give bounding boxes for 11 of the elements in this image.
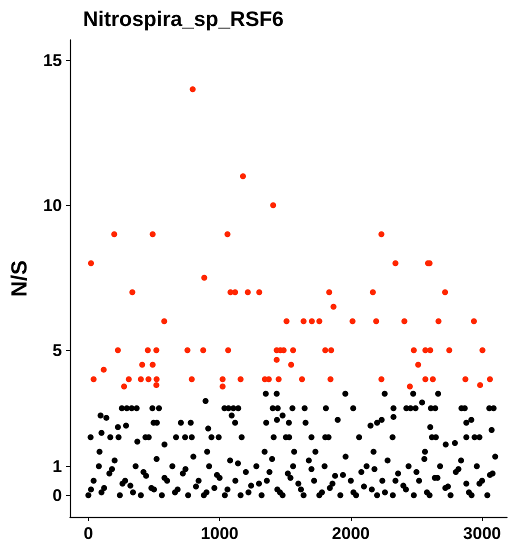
y-axis-title: N/S [6,260,32,297]
x-tick-label: 0 [84,524,94,543]
y-tick-label: 15 [43,50,62,70]
x-tick-label: 2000 [332,524,370,543]
y-tick-label: 5 [52,340,62,360]
chart-title: Nitrospira_sp_RSF6 [83,8,284,31]
x-tick-label: 1000 [200,524,239,543]
y-tick-label: 1 [52,456,62,476]
y-tick-label: 0 [52,486,62,505]
y-tick-label: 10 [43,196,62,215]
x-tick-label: 3000 [463,524,501,543]
